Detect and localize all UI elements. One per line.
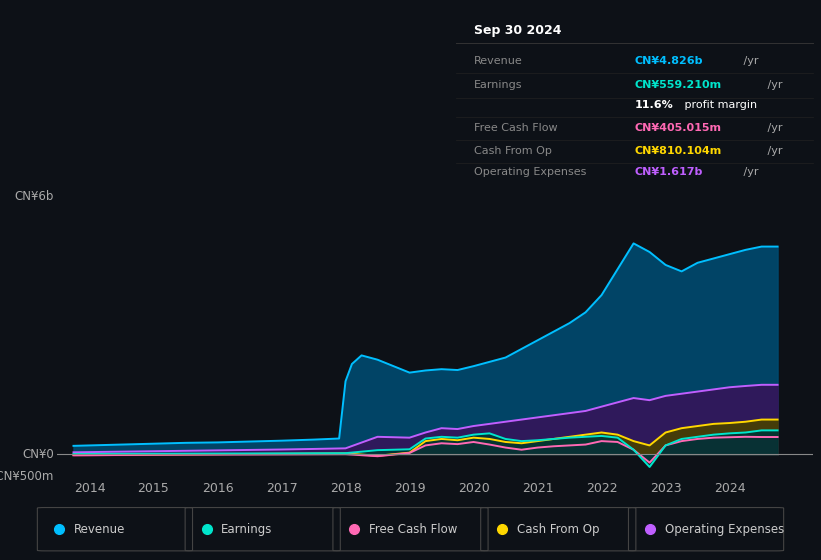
Text: CN¥1.617b: CN¥1.617b xyxy=(635,167,703,177)
Text: Sep 30 2024: Sep 30 2024 xyxy=(474,24,561,36)
Text: Revenue: Revenue xyxy=(74,522,125,536)
Text: /yr: /yr xyxy=(764,80,782,90)
Text: CN¥6b: CN¥6b xyxy=(14,189,53,203)
Text: /yr: /yr xyxy=(741,55,759,66)
Text: CN¥559.210m: CN¥559.210m xyxy=(635,80,722,90)
Text: Operating Expenses: Operating Expenses xyxy=(474,167,586,177)
Text: CN¥810.104m: CN¥810.104m xyxy=(635,146,722,156)
Text: Earnings: Earnings xyxy=(222,522,273,536)
Text: Revenue: Revenue xyxy=(474,55,522,66)
Text: Cash From Op: Cash From Op xyxy=(474,146,552,156)
Text: CN¥4.826b: CN¥4.826b xyxy=(635,55,703,66)
Text: Free Cash Flow: Free Cash Flow xyxy=(369,522,457,536)
Text: -CN¥500m: -CN¥500m xyxy=(0,469,53,483)
Text: Free Cash Flow: Free Cash Flow xyxy=(474,123,557,133)
Text: profit margin: profit margin xyxy=(681,100,757,110)
Text: 11.6%: 11.6% xyxy=(635,100,673,110)
Text: Earnings: Earnings xyxy=(474,80,522,90)
Text: CN¥0: CN¥0 xyxy=(22,448,53,461)
Text: /yr: /yr xyxy=(764,146,782,156)
Text: CN¥405.015m: CN¥405.015m xyxy=(635,123,721,133)
Text: /yr: /yr xyxy=(764,123,782,133)
Text: /yr: /yr xyxy=(741,167,759,177)
Text: Operating Expenses: Operating Expenses xyxy=(665,522,784,536)
Text: Cash From Op: Cash From Op xyxy=(517,522,599,536)
